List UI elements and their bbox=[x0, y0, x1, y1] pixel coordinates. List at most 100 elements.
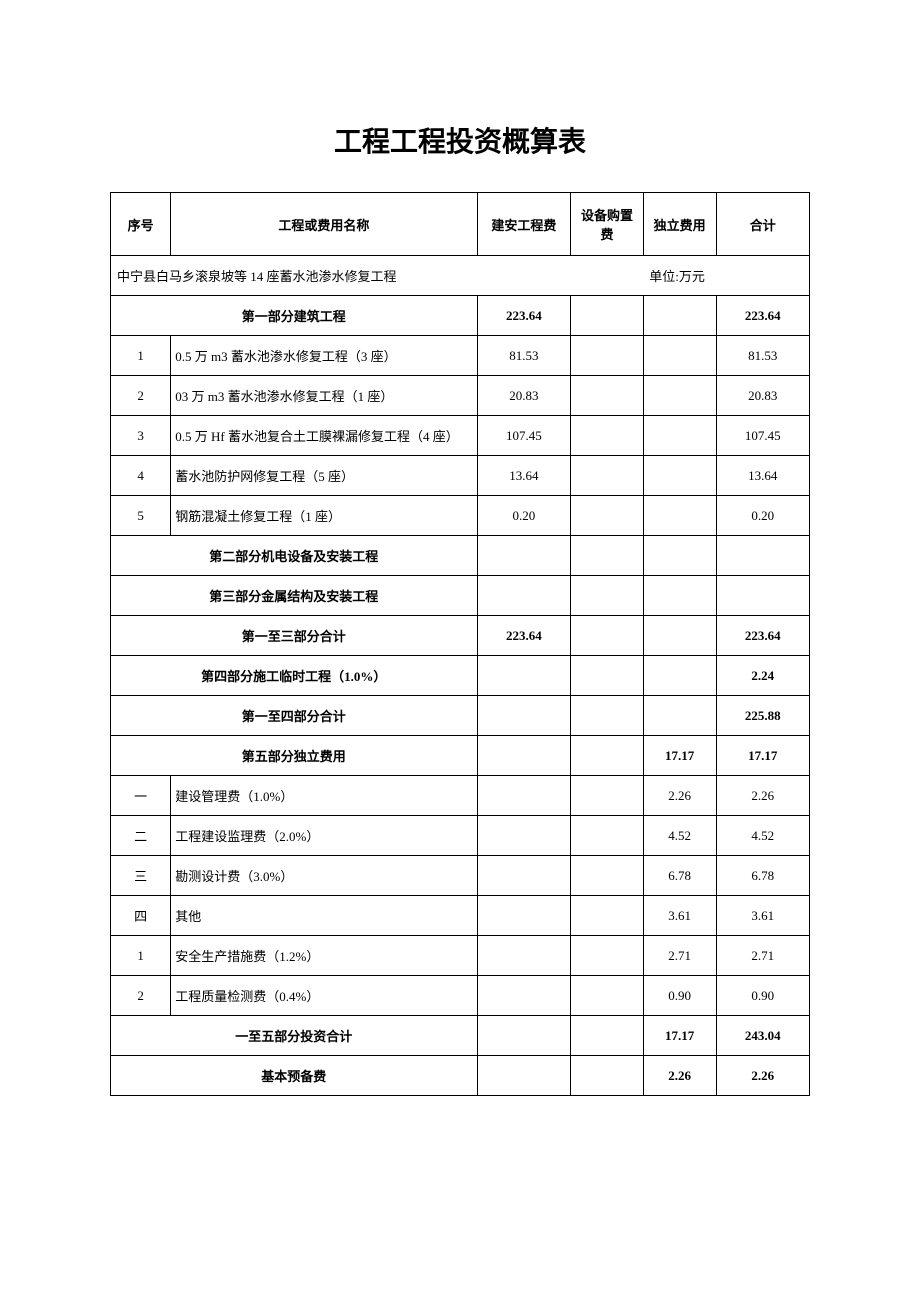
table-row: 203 万 m3 蓄水池渗水修复工程（1 座）20.8320.83 bbox=[111, 376, 810, 416]
row-name: 基本预备费 bbox=[111, 1056, 478, 1096]
table-row: 10.5 万 m3 蓄水池渗水修复工程（3 座）81.5381.53 bbox=[111, 336, 810, 376]
row-value: 13.64 bbox=[716, 456, 810, 496]
row-seq: 3 bbox=[111, 416, 171, 456]
row-value bbox=[643, 576, 716, 616]
row-value: 107.45 bbox=[477, 416, 570, 456]
row-value: 3.61 bbox=[643, 896, 716, 936]
row-value: 81.53 bbox=[477, 336, 570, 376]
table-row: 5钢筋混凝土修复工程（1 座）0.200.20 bbox=[111, 496, 810, 536]
row-name: 安全生产措施费（1.2%） bbox=[171, 936, 477, 976]
row-value bbox=[643, 496, 716, 536]
row-value bbox=[643, 616, 716, 656]
row-seq: 5 bbox=[111, 496, 171, 536]
row-seq: 1 bbox=[111, 936, 171, 976]
table-row: 2工程质量检测费（0.4%）0.900.90 bbox=[111, 976, 810, 1016]
row-value bbox=[571, 776, 644, 816]
row-name: 工程建设监理费（2.0%） bbox=[171, 816, 477, 856]
row-value bbox=[643, 376, 716, 416]
row-seq: 一 bbox=[111, 776, 171, 816]
table-row: 一建设管理费（1.0%）2.262.26 bbox=[111, 776, 810, 816]
row-value bbox=[643, 456, 716, 496]
row-value bbox=[571, 496, 644, 536]
row-seq: 1 bbox=[111, 336, 171, 376]
row-seq: 三 bbox=[111, 856, 171, 896]
table-row: 第二部分机电设备及安装工程 bbox=[111, 536, 810, 576]
row-value: 223.64 bbox=[477, 616, 570, 656]
row-value bbox=[643, 536, 716, 576]
row-seq: 2 bbox=[111, 376, 171, 416]
row-value: 4.52 bbox=[716, 816, 810, 856]
row-name: 0.5 万 m3 蓄水池渗水修复工程（3 座） bbox=[171, 336, 477, 376]
row-value bbox=[571, 376, 644, 416]
row-value bbox=[571, 856, 644, 896]
row-value: 4.52 bbox=[643, 816, 716, 856]
row-value: 2.71 bbox=[643, 936, 716, 976]
row-value bbox=[571, 736, 644, 776]
table-row: 二工程建设监理费（2.0%）4.524.52 bbox=[111, 816, 810, 856]
table-row: 四其他3.613.61 bbox=[111, 896, 810, 936]
row-value bbox=[643, 296, 716, 336]
col-independent-header: 独立费用 bbox=[643, 193, 716, 256]
row-value: 225.88 bbox=[716, 696, 810, 736]
col-equipment-header: 设备购置费 bbox=[571, 193, 644, 256]
row-value: 0.90 bbox=[716, 976, 810, 1016]
row-name: 蓄水池防护网修复工程（5 座） bbox=[171, 456, 477, 496]
row-value bbox=[571, 416, 644, 456]
row-value bbox=[643, 696, 716, 736]
col-name-header: 工程或费用名称 bbox=[171, 193, 477, 256]
column-header-row: 序号 工程或费用名称 建安工程费 设备购置费 独立费用 合计 bbox=[111, 193, 810, 256]
row-value: 81.53 bbox=[716, 336, 810, 376]
row-value: 243.04 bbox=[716, 1016, 810, 1056]
row-value bbox=[716, 536, 810, 576]
table-row: 一至五部分投资合计17.17243.04 bbox=[111, 1016, 810, 1056]
row-value: 17.17 bbox=[643, 1016, 716, 1056]
row-value: 13.64 bbox=[477, 456, 570, 496]
row-value bbox=[571, 896, 644, 936]
row-value bbox=[643, 416, 716, 456]
row-value bbox=[571, 336, 644, 376]
row-value bbox=[477, 976, 570, 1016]
row-value bbox=[716, 576, 810, 616]
row-value bbox=[571, 576, 644, 616]
table-row: 基本预备费2.262.26 bbox=[111, 1056, 810, 1096]
row-value bbox=[571, 656, 644, 696]
row-value: 2.26 bbox=[643, 776, 716, 816]
project-name: 中宁县白马乡滚泉坡等 14 座蓄水池渗水修复工程 bbox=[111, 256, 644, 296]
row-value: 3.61 bbox=[716, 896, 810, 936]
row-name: 第一部分建筑工程 bbox=[111, 296, 478, 336]
table-row: 第四部分施工临时工程（1.0%）2.24 bbox=[111, 656, 810, 696]
col-construction-header: 建安工程费 bbox=[477, 193, 570, 256]
row-name: 勘测设计费（3.0%） bbox=[171, 856, 477, 896]
row-value bbox=[477, 576, 570, 616]
row-name: 第三部分金属结构及安装工程 bbox=[111, 576, 478, 616]
table-row: 4蓄水池防护网修复工程（5 座）13.6413.64 bbox=[111, 456, 810, 496]
row-seq: 2 bbox=[111, 976, 171, 1016]
row-value: 6.78 bbox=[643, 856, 716, 896]
row-value: 17.17 bbox=[716, 736, 810, 776]
unit-label: 单位:万元 bbox=[643, 256, 809, 296]
row-value bbox=[477, 816, 570, 856]
row-value: 223.64 bbox=[477, 296, 570, 336]
row-value bbox=[571, 1056, 644, 1096]
row-value bbox=[571, 816, 644, 856]
row-value: 107.45 bbox=[716, 416, 810, 456]
table-row: 第三部分金属结构及安装工程 bbox=[111, 576, 810, 616]
row-seq: 4 bbox=[111, 456, 171, 496]
row-value bbox=[477, 656, 570, 696]
row-value bbox=[477, 1016, 570, 1056]
row-name: 建设管理费（1.0%） bbox=[171, 776, 477, 816]
row-value bbox=[477, 896, 570, 936]
row-value bbox=[477, 696, 570, 736]
col-seq-header: 序号 bbox=[111, 193, 171, 256]
row-value bbox=[571, 1016, 644, 1056]
row-value: 2.24 bbox=[716, 656, 810, 696]
row-name: 工程质量检测费（0.4%） bbox=[171, 976, 477, 1016]
row-name: 钢筋混凝土修复工程（1 座） bbox=[171, 496, 477, 536]
table-row: 第一至三部分合计223.64223.64 bbox=[111, 616, 810, 656]
row-name: 第五部分独立费用 bbox=[111, 736, 478, 776]
row-value: 6.78 bbox=[716, 856, 810, 896]
page-title: 工程工程投资概算表 bbox=[110, 120, 810, 160]
row-value: 17.17 bbox=[643, 736, 716, 776]
table-row: 第五部分独立费用 17.1717.17 bbox=[111, 736, 810, 776]
table-row: 30.5 万 Hf 蓄水池复合土工膜裸漏修复工程（4 座）107.45107.4… bbox=[111, 416, 810, 456]
